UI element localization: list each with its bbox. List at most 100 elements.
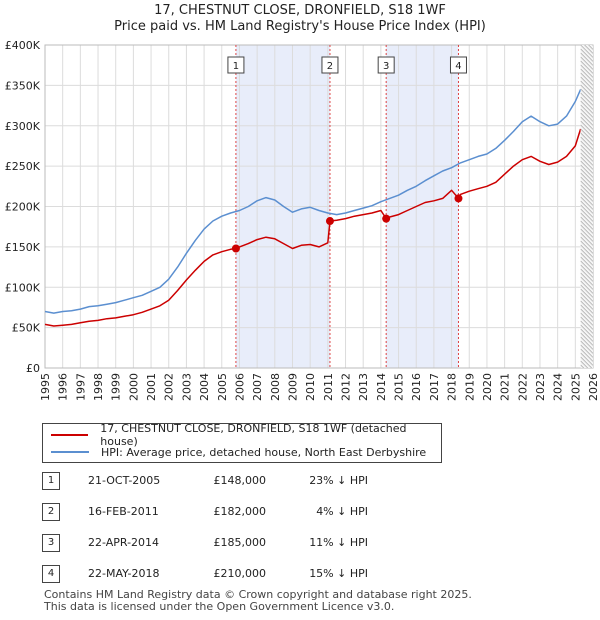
- y-tick-label: £250K: [5, 160, 41, 173]
- sale-hpi-diff: 4% ↓ HPI: [316, 505, 368, 518]
- sale-hpi-diff: 11% ↓ HPI: [309, 536, 368, 549]
- hatch-line: [580, 208, 593, 222]
- footer-line1: Contains HM Land Registry data © Crown c…: [44, 588, 472, 601]
- hatch-line: [580, 160, 593, 174]
- hatch-line: [584, 45, 593, 54]
- x-tick-label: 2020: [481, 373, 494, 401]
- sale-number: 1: [42, 472, 60, 490]
- table-row: 2 16-FEB-2011 £182,000 4% ↓ HPI: [42, 503, 462, 534]
- sale-price: £148,000: [213, 474, 267, 487]
- x-tick-label: 2002: [163, 373, 176, 401]
- sale-price: £185,000: [213, 536, 267, 549]
- sale-label-box: [321, 56, 339, 74]
- sale-date: 22-APR-2014: [88, 536, 160, 549]
- price-chart: 1 2 3 4 £0 £50K £100K £150K £200K £250K £300K £350…: [5, 39, 600, 401]
- x-tick-label: 2022: [516, 373, 529, 401]
- hatch-line: [580, 344, 593, 358]
- hatch-line: [580, 336, 593, 350]
- hatch-line: [580, 248, 593, 262]
- hatch-line: [580, 156, 593, 170]
- sale-label-box: [449, 56, 467, 74]
- hatch-line: [580, 304, 593, 318]
- hatch-line: [580, 284, 593, 298]
- hatch-line: [580, 144, 593, 158]
- x-tick-label: 2009: [286, 373, 299, 401]
- hatch-line: [580, 240, 593, 254]
- y-tick-label: £50K: [12, 322, 41, 335]
- sale-number: 2: [42, 503, 60, 521]
- hatch-line: [580, 104, 593, 118]
- hatch-line: [580, 148, 593, 162]
- hatch-line: [580, 120, 593, 134]
- hatch-line: [580, 80, 593, 94]
- hatch-line: [580, 88, 593, 102]
- x-tick-label: 1998: [92, 373, 105, 401]
- hatch-line: [580, 52, 593, 66]
- hatch-line: [580, 276, 593, 290]
- legend-swatch-property: [51, 434, 89, 436]
- x-tick-label: 2006: [233, 373, 246, 401]
- hatch-line: [580, 124, 593, 138]
- hatch-line: [580, 220, 593, 234]
- hatch-background: [580, 45, 593, 368]
- sale-label-number: 3: [383, 61, 389, 72]
- sale-date: 22-MAY-2018: [88, 567, 160, 580]
- hpi-series-line: [44, 89, 582, 314]
- hatch-line: [580, 48, 593, 62]
- x-tick-label: 1996: [57, 373, 70, 401]
- hatch-line: [580, 100, 593, 114]
- sale-hpi-diff: 15% ↓ HPI: [309, 567, 368, 580]
- legend-item-hpi: HPI: Average price, detached house, Nort…: [51, 444, 426, 460]
- sale-label-number: 4: [455, 61, 461, 72]
- y-tick-label: £350K: [5, 79, 41, 92]
- hatch-line: [580, 260, 593, 274]
- x-tick-label: 2016: [410, 373, 423, 401]
- hatch-line: [580, 312, 593, 326]
- sale-point: [382, 214, 391, 223]
- hatch-line: [580, 96, 593, 110]
- x-tick-label: 2001: [145, 373, 158, 401]
- hatch-line: [580, 328, 593, 342]
- hatch-line: [580, 360, 589, 368]
- hatch-line: [580, 300, 593, 314]
- table-row: 3 22-APR-2014 £185,000 11% ↓ HPI: [42, 534, 462, 565]
- hatch-line: [580, 112, 593, 126]
- x-tick-label: 2013: [357, 373, 370, 401]
- hatch-line: [580, 76, 593, 90]
- hatch-line: [580, 176, 593, 190]
- x-tick-label: 1997: [74, 373, 87, 401]
- x-tick-label: 2024: [552, 373, 565, 401]
- x-tick-label: 2004: [198, 373, 211, 401]
- legend-label-hpi: HPI: Average price, detached house, Nort…: [101, 445, 427, 459]
- x-tick-label: 2018: [446, 373, 459, 401]
- legend-label-property: 17, CHESTNUT CLOSE, DRONFIELD, S18 1WF (…: [100, 422, 407, 448]
- hatch-line: [592, 45, 593, 46]
- hatch-line: [580, 236, 593, 250]
- hatch-line: [580, 264, 593, 278]
- hatch-line: [580, 68, 593, 82]
- hatch-line: [580, 348, 593, 362]
- hatch-line: [580, 56, 593, 70]
- sale-point: [454, 194, 463, 203]
- hatch-line: [580, 72, 593, 86]
- hatch-line: [580, 108, 593, 122]
- legend-item-property: 17, CHESTNUT CLOSE, DRONFIELD, S18 1WF (…: [51, 422, 441, 448]
- future-hatch: [580, 45, 593, 368]
- y-tick-label: £100K: [5, 281, 41, 294]
- sale-label-number: 1: [233, 61, 239, 72]
- property-series-line: [44, 128, 582, 327]
- hatch-line: [580, 228, 593, 242]
- x-tick-label: 2005: [216, 373, 229, 401]
- x-tick-label: 2026: [587, 373, 600, 401]
- x-tick-label: 2011: [322, 373, 335, 401]
- hatch-line: [580, 268, 593, 282]
- hatch-line: [580, 352, 593, 366]
- footer-line2: This data is licensed under the Open Gov…: [44, 600, 395, 613]
- x-tick-label: 2025: [569, 373, 582, 401]
- hatch-line: [580, 316, 593, 330]
- hatch-line: [580, 256, 593, 270]
- hatch-line: [580, 296, 593, 310]
- hatch-line: [580, 308, 593, 322]
- hatch-line: [580, 116, 593, 130]
- hatch-line: [580, 180, 593, 194]
